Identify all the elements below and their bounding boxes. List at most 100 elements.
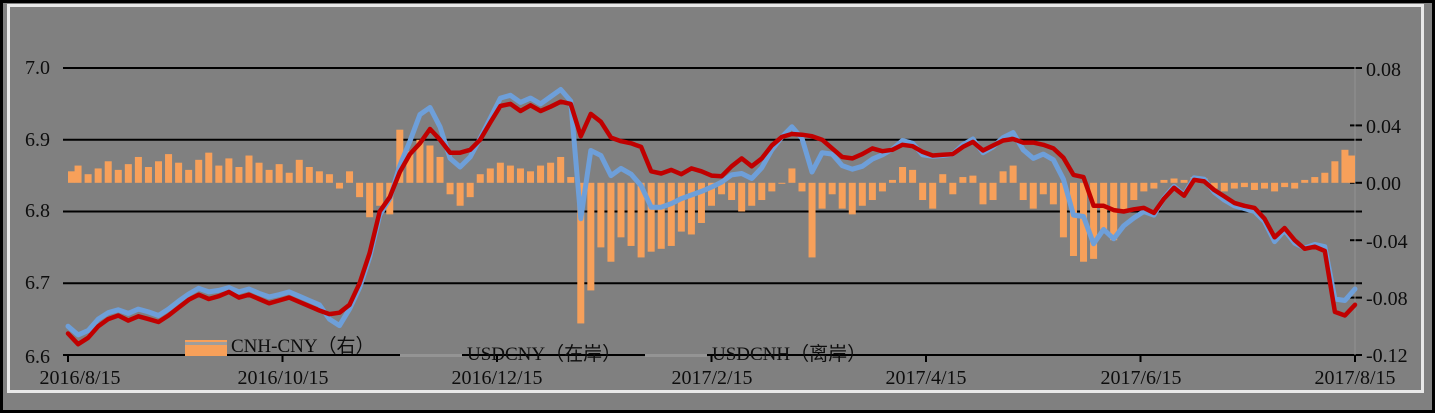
spread-bar (748, 182, 756, 206)
spread-bar (376, 182, 384, 206)
legend-key-usdcnh-line (645, 354, 707, 357)
spread-bar (74, 165, 82, 183)
spread-bar (1090, 182, 1098, 259)
spread-bar (1348, 155, 1355, 183)
spread-bar (999, 171, 1007, 183)
spread-bar (94, 168, 102, 183)
x-tick-label: 2016/10/15 (237, 367, 329, 389)
spread-bar (165, 154, 173, 183)
spread-bar (476, 174, 484, 183)
spread-bar (396, 129, 404, 183)
x-tick-label: 2017/2/15 (671, 367, 753, 389)
legend-key-cnh-cny-bar (185, 340, 227, 356)
spread-bar (868, 182, 876, 201)
spread-bar (1291, 182, 1299, 189)
spread-bar (728, 182, 736, 201)
spread-bar (265, 169, 273, 183)
legend-label-cnh-cny: CNH-CNY（右） (231, 336, 375, 357)
spread-bar (587, 182, 595, 291)
spread-bar (788, 168, 796, 183)
spread-bar (416, 139, 424, 183)
spread-bar (225, 158, 233, 183)
spread-bar (275, 164, 283, 183)
spread-bar (1009, 165, 1017, 183)
x-tick-label: 2017/4/15 (885, 367, 967, 389)
spread-bar (154, 161, 162, 183)
spread-bar (466, 182, 474, 198)
spread-bar (506, 165, 514, 183)
spread-bar (446, 182, 454, 195)
y-right-tick-label: -0.12 (1366, 345, 1408, 367)
usdcny-line (65, 99, 1358, 347)
spread-bar (185, 169, 193, 183)
spread-bar (617, 182, 625, 238)
spread-bar (547, 162, 555, 183)
y-right-tick-label: -0.08 (1366, 288, 1408, 310)
legend-label-usdcny: USDCNY（在岸） (467, 344, 622, 365)
x-tick-label: 2016/8/15 (39, 367, 121, 389)
spread-bar (134, 156, 142, 183)
spread-bar (969, 175, 977, 183)
spread-bar (255, 162, 263, 183)
spread-bar (798, 182, 806, 192)
spread-bar (939, 174, 947, 183)
spread-bar (858, 182, 866, 206)
spread-bar (305, 167, 313, 183)
spread-bar (899, 167, 907, 183)
spread-bar (838, 182, 846, 209)
spread-bar (848, 182, 856, 215)
spread-bar (687, 182, 695, 235)
spread-bar (597, 182, 605, 248)
spread-bar (456, 182, 464, 206)
spread-bar (1130, 182, 1138, 201)
y-right-tick-label: 0.00 (1366, 173, 1401, 195)
spread-bar (738, 182, 746, 212)
y-left-tick-label: 6.9 (25, 129, 50, 151)
spread-bar (1271, 182, 1279, 192)
y-right-tick-label: -0.04 (1366, 231, 1408, 253)
spread-bar (1261, 182, 1269, 189)
spread-bar (295, 159, 303, 183)
spread-bar (1120, 182, 1128, 212)
spread-bar (1150, 182, 1158, 189)
spread-bar (567, 177, 575, 183)
spread-bar (1140, 182, 1148, 192)
spread-bar (285, 172, 293, 183)
spread-bar (718, 182, 726, 195)
usdcnh-line (65, 87, 1358, 338)
spread-bar (667, 182, 675, 246)
spread-bar (1210, 182, 1218, 189)
inner-frame (7, 4, 1424, 393)
spread-bar (315, 171, 323, 183)
y-left-tick-label: 6.6 (25, 346, 50, 368)
spread-bar (496, 162, 504, 183)
spread-bar (828, 182, 836, 195)
spread-bar (758, 182, 766, 201)
x-tick-label: 2017/8/15 (1314, 367, 1396, 389)
spread-bar (557, 156, 565, 183)
spread-bar (1281, 182, 1289, 188)
spread-bar (1170, 178, 1178, 183)
spread-bar (356, 182, 364, 198)
spread-bar (1160, 179, 1168, 183)
y-left-tick-label: 6.7 (25, 272, 50, 294)
spread-bar (1311, 177, 1319, 183)
spread-bar (516, 168, 524, 183)
spread-bar (84, 174, 92, 183)
spread-bar (1240, 182, 1248, 188)
spread-bar (366, 182, 374, 218)
spread-bar (637, 182, 645, 258)
spread-bar (768, 182, 776, 192)
spread-bar (697, 182, 705, 223)
spread-bar (195, 159, 203, 183)
spread-bar (607, 182, 615, 262)
spread-bar (1019, 182, 1027, 201)
spread-bar (677, 182, 685, 232)
spread-bar (527, 171, 535, 183)
spread-bar (205, 152, 213, 183)
spread-bar (486, 168, 494, 183)
spread-bar (245, 155, 253, 183)
spread-bar (346, 171, 354, 183)
spread-bar (878, 182, 886, 192)
